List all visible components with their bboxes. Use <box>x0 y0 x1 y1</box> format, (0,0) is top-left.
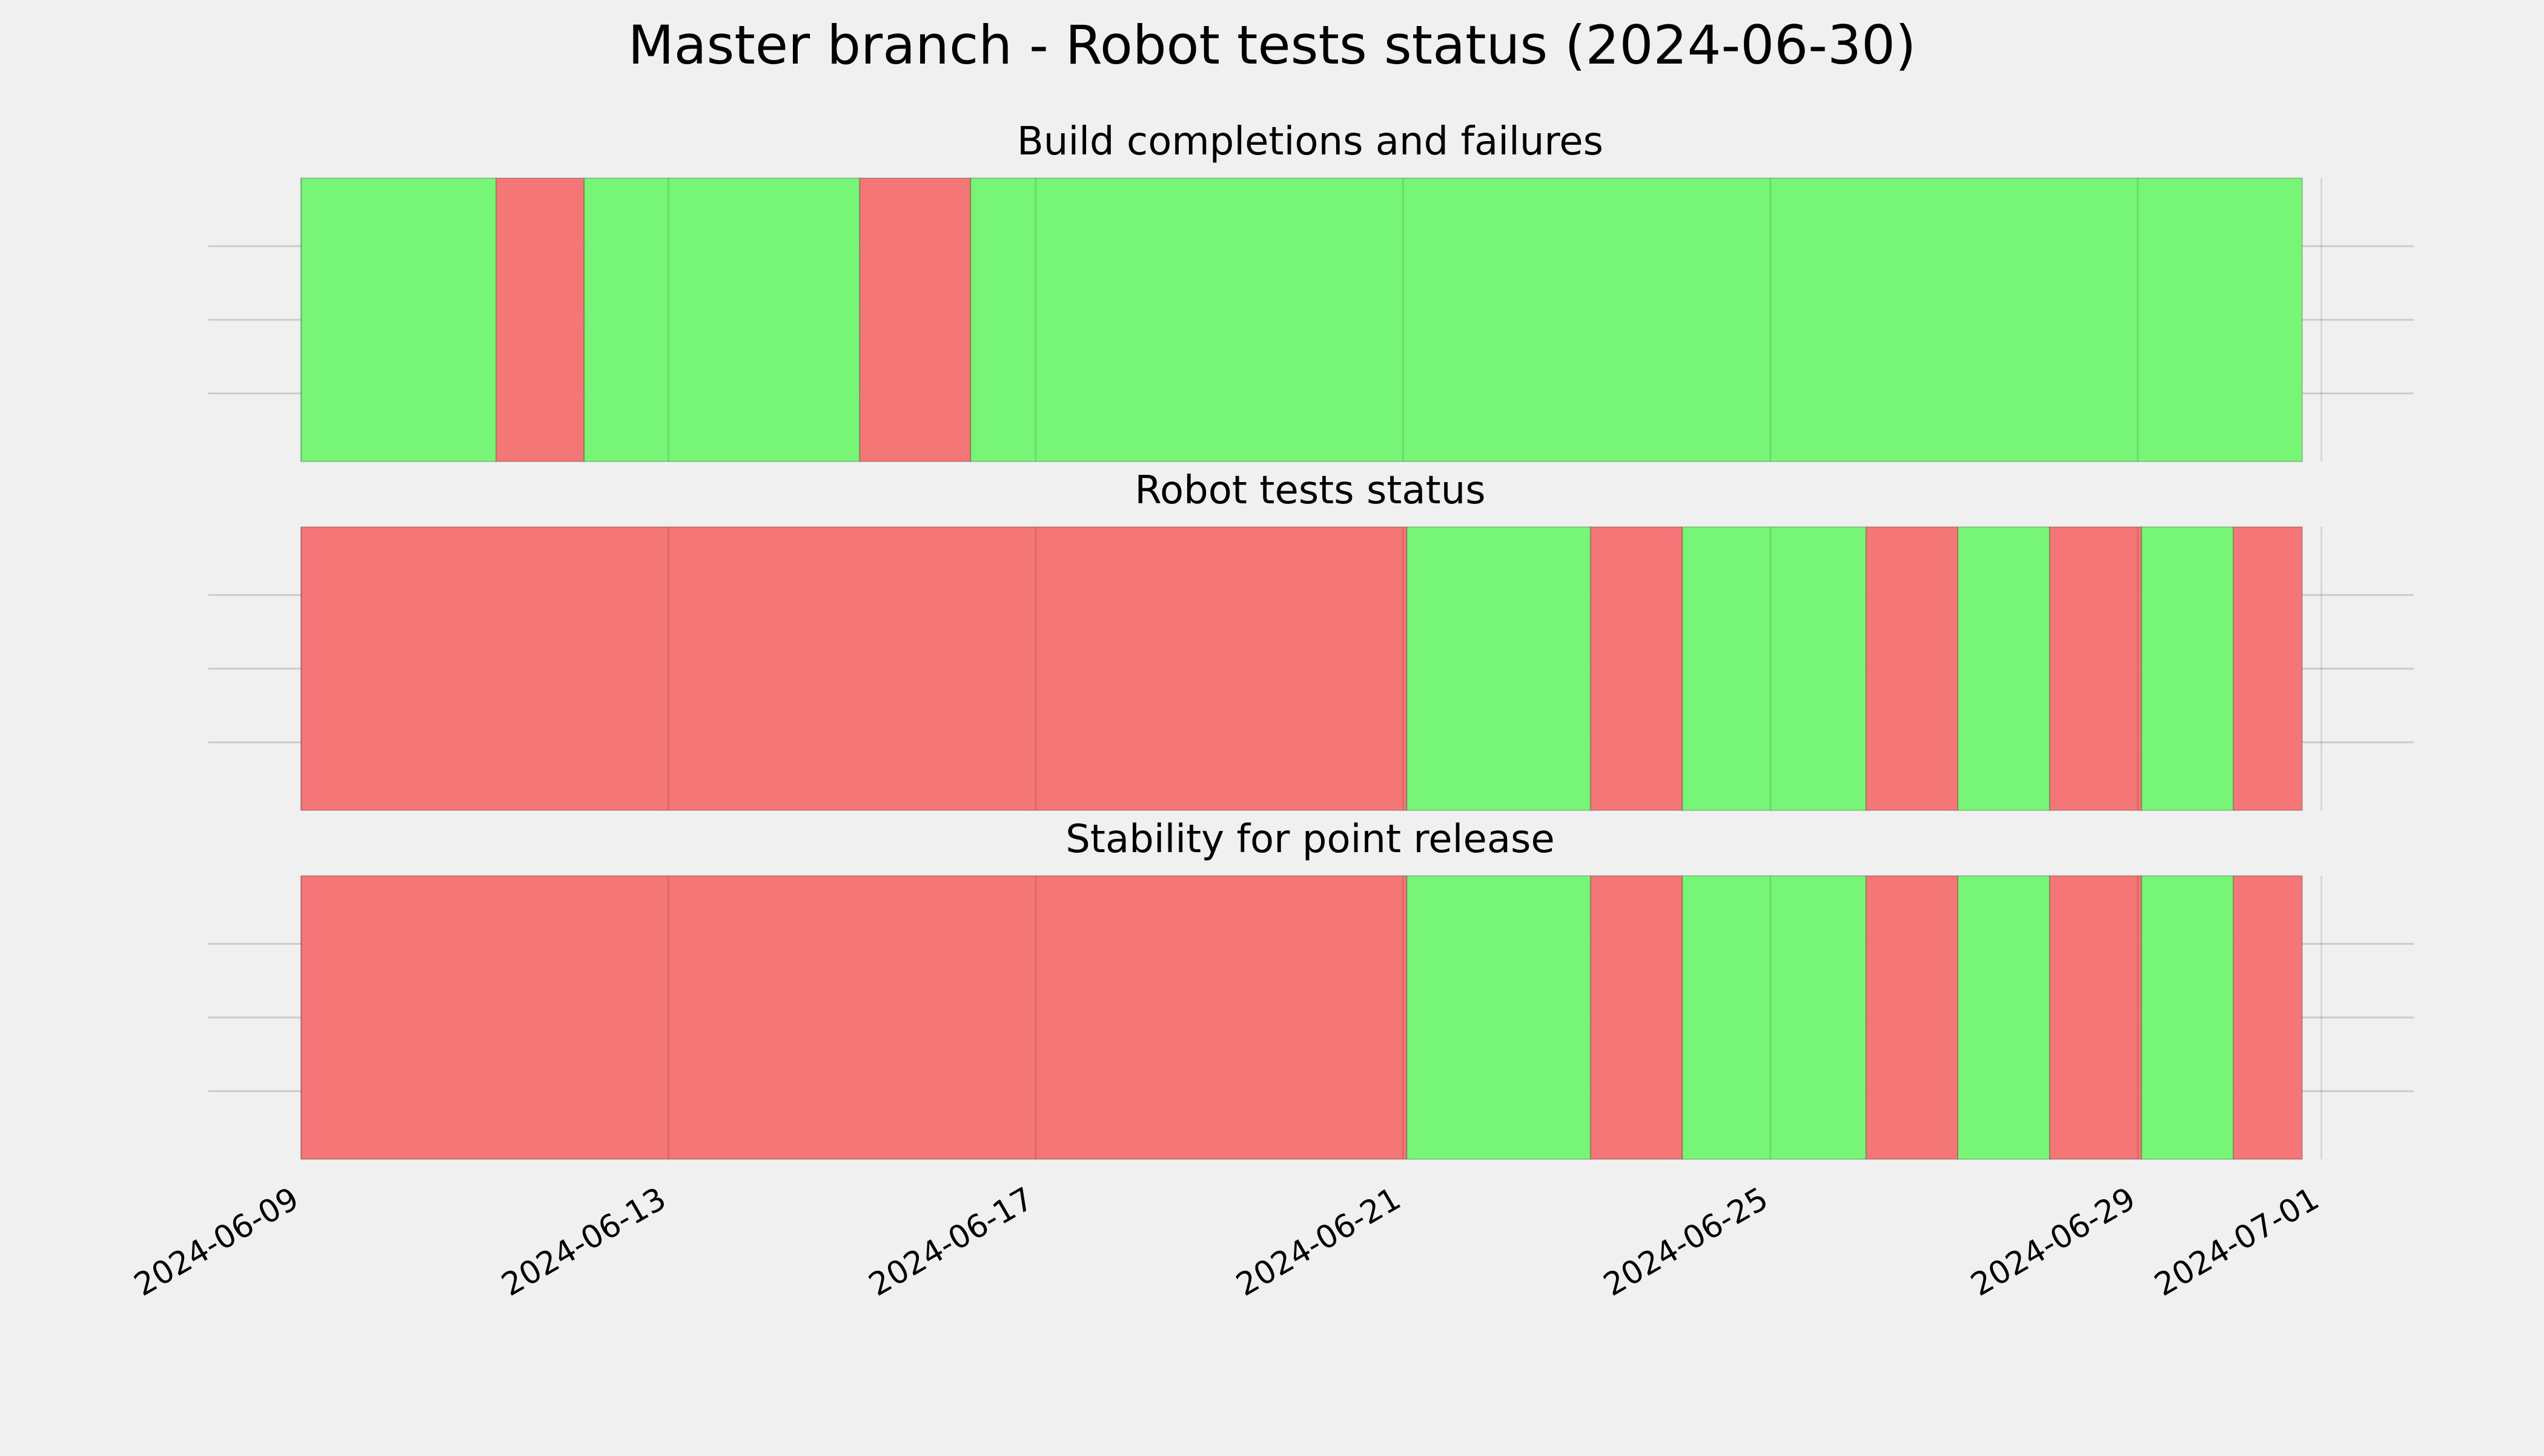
panels-group: Build completions and failures Robot test… <box>208 119 2414 1160</box>
panel-title: Build completions and failures <box>1017 119 1603 164</box>
segment-fail <box>2233 526 2303 811</box>
segment-pass <box>970 177 2303 462</box>
segment-fail <box>300 526 1408 811</box>
segment-pass <box>300 177 497 462</box>
segment-fail <box>2049 875 2142 1160</box>
segment-fail <box>2049 526 2142 811</box>
segment-pass <box>1957 875 2050 1160</box>
segment-pass <box>1681 526 1867 811</box>
panel-title: Stability for point release <box>1065 817 1555 862</box>
segment-pass <box>1681 875 1867 1160</box>
panel-title: Robot tests status <box>1135 468 1485 513</box>
segment-pass <box>1406 526 1591 811</box>
segment-fail <box>1589 526 1683 811</box>
segment-pass <box>2141 526 2234 811</box>
panel-1: Build completions and failures <box>208 119 2414 462</box>
segment-fail <box>2233 875 2303 1160</box>
chart-title: Master branch - Robot tests status (2024… <box>628 14 1916 76</box>
segment-pass <box>1406 875 1591 1160</box>
segment-pass <box>583 177 861 462</box>
segment-fail <box>1865 875 1959 1160</box>
segment-pass <box>2141 875 2234 1160</box>
segment-fail <box>1865 526 1959 811</box>
panel-2: Robot tests status <box>208 468 2414 811</box>
segment-fail <box>859 177 972 462</box>
segment-fail <box>1589 875 1683 1160</box>
segment-fail <box>495 177 585 462</box>
segment-fail <box>300 875 1408 1160</box>
panel-3: Stability for point release <box>208 817 2414 1160</box>
segment-pass <box>1957 526 2050 811</box>
